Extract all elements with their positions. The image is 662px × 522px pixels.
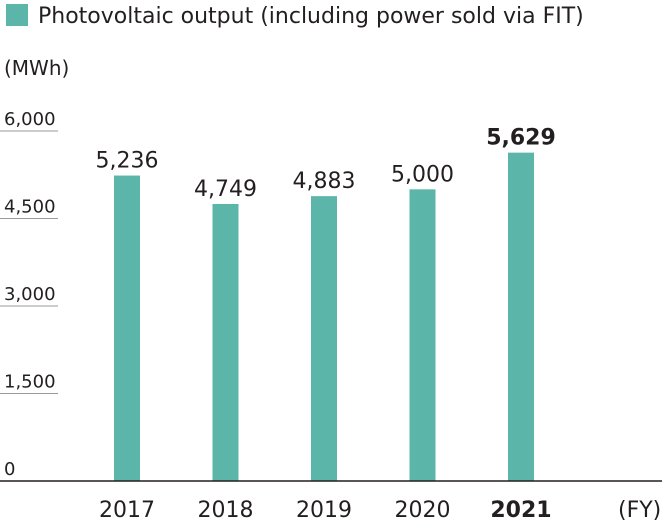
x-tick-label-2019: 2019 — [296, 498, 352, 522]
legend: Photovoltaic output (including power sol… — [6, 4, 584, 29]
bar-2018 — [212, 203, 239, 481]
y-axis-unit: (MWh) — [4, 56, 69, 80]
legend-swatch — [6, 4, 28, 26]
y-tick-label: 0 — [4, 459, 15, 480]
bar-2019 — [311, 196, 337, 482]
legend-label: Photovoltaic output (including power sol… — [38, 4, 584, 29]
bar-2017 — [114, 175, 140, 482]
x-tick-label-2017: 2017 — [99, 498, 155, 522]
bar-2020 — [409, 189, 436, 482]
value-label-2020: 5,000 — [391, 162, 454, 187]
bars — [114, 152, 534, 482]
value-label-2017: 5,236 — [96, 149, 159, 174]
bar-2021 — [508, 152, 534, 481]
value-label-2019: 4,883 — [293, 169, 356, 194]
x-axis-categories: 2017 2018 2019 2020 2021 — [99, 498, 552, 522]
y-tick-label: 3,000 — [4, 284, 56, 305]
y-axis-ticks: 0 1,500 3,000 4,500 6,000 — [0, 109, 58, 480]
x-tick-label-2020: 2020 — [395, 498, 451, 522]
x-axis-unit: (FY) — [618, 498, 661, 522]
value-labels: 5,236 4,749 4,883 5,000 5,629 — [96, 126, 556, 202]
y-tick-label: 1,500 — [4, 372, 56, 393]
x-tick-label-2018: 2018 — [198, 498, 254, 522]
y-tick-label: 6,000 — [4, 109, 56, 130]
value-label-2021: 5,629 — [486, 126, 556, 151]
x-tick-label-2021: 2021 — [490, 498, 551, 522]
value-label-2018: 4,749 — [194, 177, 257, 202]
y-tick-label: 4,500 — [4, 197, 56, 218]
